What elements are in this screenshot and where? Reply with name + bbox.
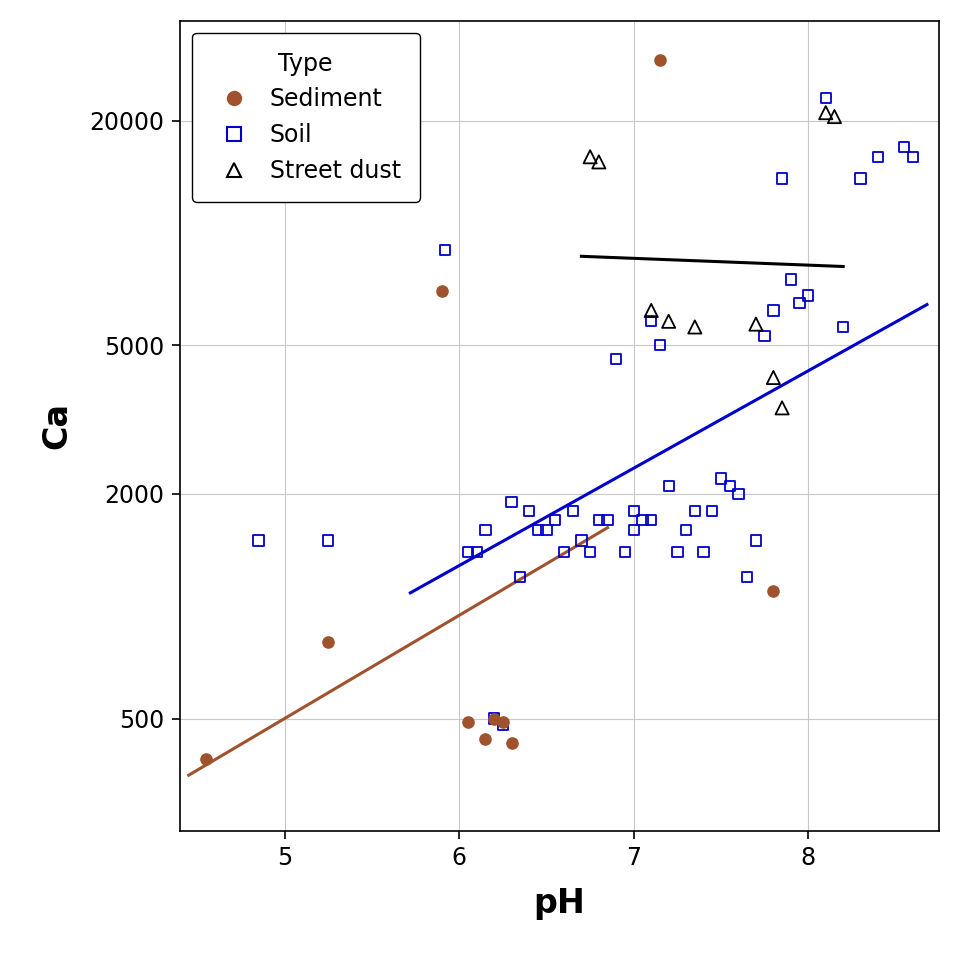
Point xyxy=(556,544,571,560)
Point xyxy=(679,522,694,538)
Point xyxy=(748,533,763,548)
Point xyxy=(487,711,502,727)
Point xyxy=(801,288,816,303)
Point xyxy=(513,569,528,585)
Point xyxy=(652,338,667,353)
Point xyxy=(792,295,807,310)
Point xyxy=(687,503,703,518)
Point xyxy=(574,533,589,548)
Point xyxy=(539,522,554,538)
Point xyxy=(504,735,519,751)
Point xyxy=(827,108,842,124)
Point xyxy=(626,522,641,538)
Point xyxy=(696,544,711,560)
Point xyxy=(495,714,511,730)
Point xyxy=(321,635,336,650)
Point xyxy=(818,90,833,106)
Point xyxy=(757,328,773,344)
Point xyxy=(652,53,667,68)
Point xyxy=(521,503,537,518)
Point xyxy=(818,105,833,120)
Point xyxy=(591,155,607,170)
Point xyxy=(748,317,763,332)
Point xyxy=(766,302,781,318)
Point xyxy=(888,859,903,875)
Point xyxy=(495,717,511,732)
Point xyxy=(487,711,502,727)
Point xyxy=(775,400,790,416)
Point xyxy=(643,302,659,318)
Point xyxy=(775,171,790,186)
Point xyxy=(766,370,781,385)
Point xyxy=(438,242,453,257)
Point xyxy=(321,533,336,548)
Point xyxy=(739,569,755,585)
Point xyxy=(251,533,266,548)
Point xyxy=(469,544,485,560)
Point xyxy=(478,732,493,747)
Point xyxy=(617,544,633,560)
Point xyxy=(434,283,449,299)
Point xyxy=(722,478,737,493)
Point xyxy=(460,714,475,730)
Point xyxy=(530,522,545,538)
Point xyxy=(661,314,677,329)
Point xyxy=(766,583,781,598)
Y-axis label: Ca: Ca xyxy=(40,402,73,449)
Point xyxy=(460,544,475,560)
Point xyxy=(705,503,720,518)
Point xyxy=(583,544,598,560)
X-axis label: pH: pH xyxy=(534,887,586,920)
Point xyxy=(504,494,519,510)
Point xyxy=(591,513,607,528)
Point xyxy=(835,320,851,335)
Point xyxy=(871,149,886,164)
Point xyxy=(670,544,685,560)
Point xyxy=(547,513,563,528)
Point xyxy=(852,171,868,186)
Point xyxy=(609,351,624,367)
Point xyxy=(731,486,746,501)
Point xyxy=(713,470,729,486)
Point xyxy=(783,272,799,287)
Point xyxy=(600,513,615,528)
Point xyxy=(687,320,703,335)
Point xyxy=(583,149,598,164)
Point xyxy=(478,522,493,538)
Point xyxy=(905,149,921,164)
Point xyxy=(643,314,659,329)
Point xyxy=(199,752,214,767)
Point xyxy=(565,503,581,518)
Point xyxy=(661,478,677,493)
Point xyxy=(626,503,641,518)
Point xyxy=(897,139,912,155)
Legend: Sediment, Soil, Street dust: Sediment, Soil, Street dust xyxy=(192,33,420,202)
Point xyxy=(635,513,650,528)
Point xyxy=(643,513,659,528)
